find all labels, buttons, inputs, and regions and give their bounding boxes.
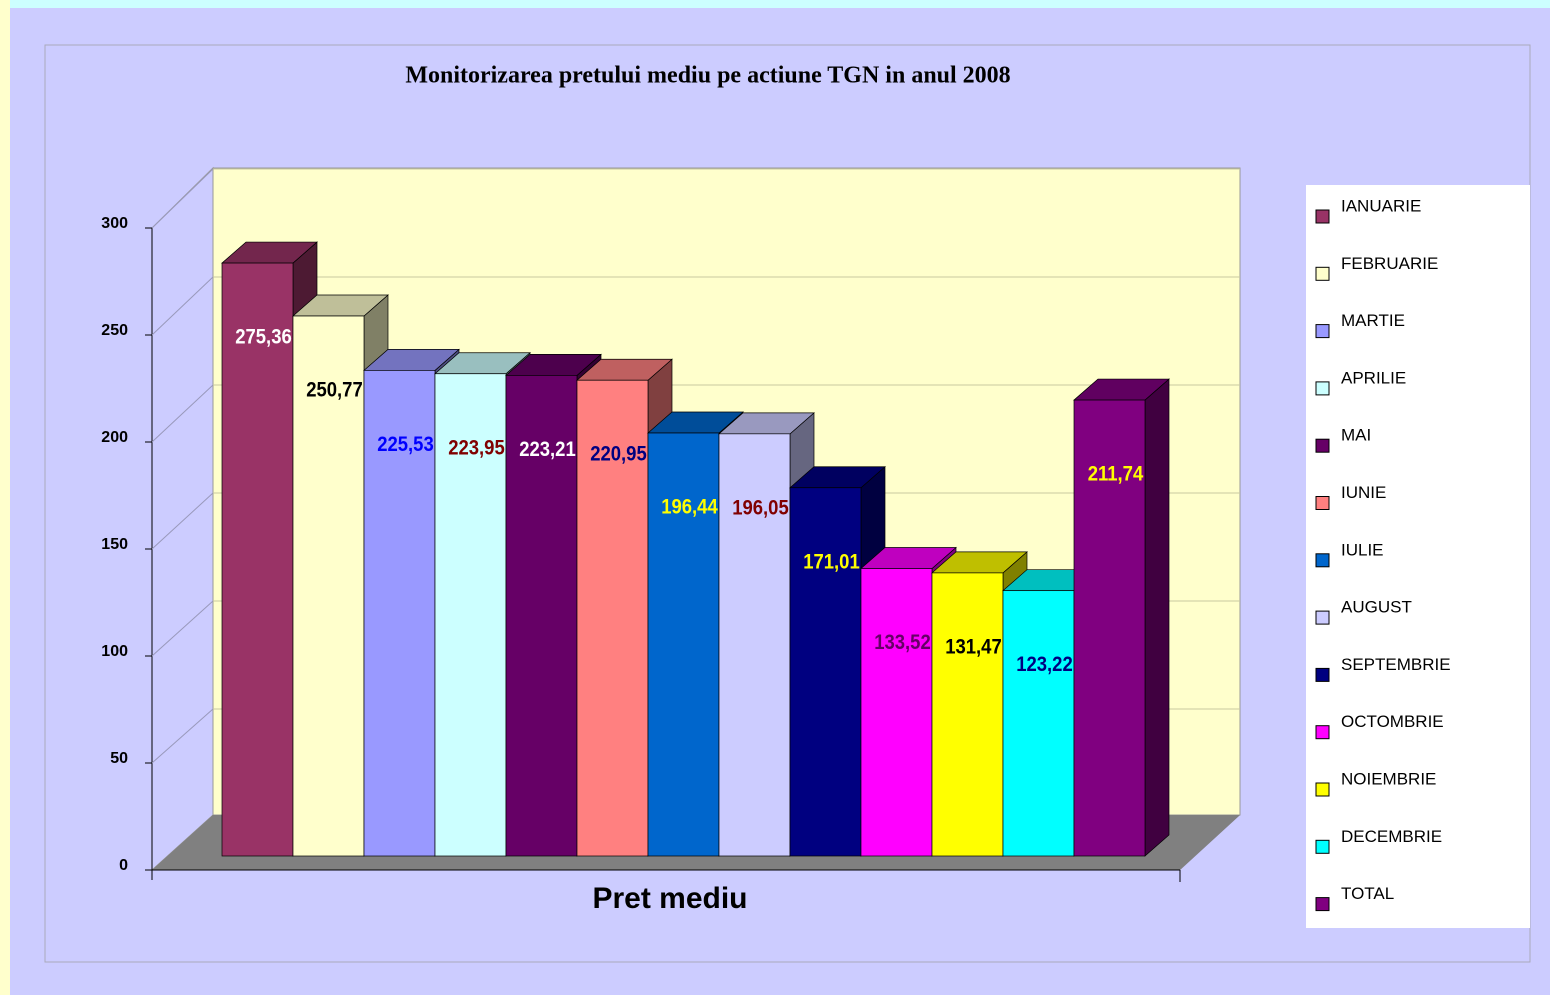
grid-line: [151, 492, 214, 550]
side-wall: [151, 166, 214, 872]
grid-line: [151, 168, 214, 229]
legend-label: NOIEMBRIE: [1341, 769, 1436, 788]
data-label: 123,22: [1016, 653, 1072, 676]
category-label: Pret mediu: [592, 882, 747, 915]
data-label: 220,95: [590, 443, 646, 466]
bar: [789, 487, 862, 857]
legend-swatch: [1315, 381, 1330, 396]
legend-label: IULIE: [1341, 540, 1384, 559]
bar: [505, 375, 578, 857]
bar-side: [1144, 378, 1170, 857]
bar: [576, 379, 649, 857]
legend-swatch: [1315, 667, 1330, 682]
y-tick-label: 0: [119, 857, 128, 874]
data-label: 275,36: [235, 326, 291, 349]
legend-swatch: [1315, 839, 1330, 854]
legend-swatch: [1315, 725, 1330, 740]
legend-swatch: [1315, 266, 1330, 281]
legend-swatch: [1315, 496, 1330, 510]
bar: [647, 432, 720, 857]
data-label: 211,74: [1088, 463, 1143, 486]
grid-line: [151, 708, 214, 764]
grid-line: [151, 384, 214, 443]
y-tick-label: 100: [101, 643, 128, 660]
bar: [1073, 399, 1146, 857]
legend-label: MARTIE: [1341, 311, 1405, 330]
data-label: 225,53: [377, 433, 433, 456]
bar: [434, 373, 507, 857]
bar: [221, 262, 294, 857]
y-tick-label: 200: [101, 429, 128, 446]
legend-swatch: [1315, 610, 1330, 625]
y-tick-label: 150: [101, 536, 128, 553]
legend-label: TOTAL: [1341, 884, 1394, 903]
y-tick-label: 50: [110, 750, 128, 767]
bar: [1002, 590, 1075, 857]
legend-label: DECEMBRIE: [1341, 827, 1442, 846]
legend-label: MAI: [1341, 426, 1371, 445]
legend-label: IUNIE: [1341, 483, 1386, 502]
data-label: 223,21: [519, 438, 575, 461]
grid-line: [151, 276, 214, 336]
data-label: 223,95: [448, 436, 504, 459]
legend-swatch: [1315, 553, 1330, 568]
data-label: 250,77: [306, 379, 362, 402]
grid-line: [151, 600, 214, 657]
data-label: 171,01: [803, 550, 859, 573]
legend-swatch: [1315, 438, 1330, 453]
bar: [718, 433, 791, 857]
legend-swatch: [1315, 782, 1330, 797]
legend-label: FEBRUARIE: [1341, 254, 1438, 273]
y-tick-label: 250: [101, 322, 128, 339]
bar: [931, 572, 1004, 857]
data-label: 196,05: [732, 496, 788, 519]
data-label: 131,47: [945, 635, 1001, 658]
data-label: 133,52: [874, 631, 930, 654]
legend-label: OCTOMBRIE: [1341, 712, 1444, 731]
bar: [860, 568, 933, 857]
chart-title: Monitorizarea pretului mediu pe actiune …: [405, 63, 1010, 89]
legend-label: SEPTEMBRIE: [1341, 655, 1451, 674]
left-stripe: [0, 0, 10, 995]
legend-label: AUGUST: [1341, 598, 1412, 617]
legend-swatch: [1315, 324, 1330, 339]
legend: [1306, 185, 1530, 928]
legend-swatch: [1315, 897, 1330, 912]
legend-label: APRILIE: [1341, 368, 1406, 387]
legend-swatch: [1315, 209, 1330, 224]
legend-label: IANUARIE: [1341, 196, 1421, 215]
y-tick-label: 300: [101, 215, 128, 232]
data-label: 196,44: [661, 495, 717, 518]
